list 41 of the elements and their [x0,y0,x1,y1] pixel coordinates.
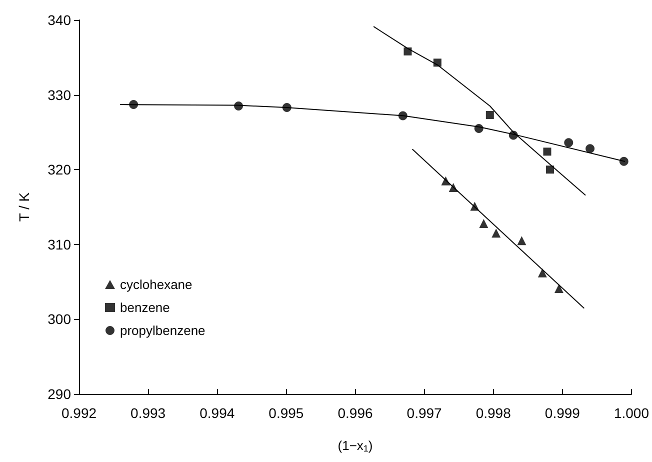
point [538,268,547,278]
point [474,124,484,133]
point [543,148,552,156]
point [129,100,138,110]
x-tick-label: 0.999 [544,405,580,421]
x-tick-label: 0.992 [61,405,97,421]
legend-label: propylbenzene [120,323,206,338]
x-tick-label: 0.997 [406,405,442,421]
x-tick-label: 0.998 [476,405,512,421]
point [564,138,574,148]
point [517,236,526,246]
point [546,166,554,174]
point [479,218,488,228]
point [486,110,494,119]
point [586,144,595,154]
x-tick-label: 0.995 [268,405,304,421]
point [554,284,564,294]
point [282,103,292,112]
y-axis-title: T / K [16,192,32,222]
y-tick-label: 300 [48,311,72,328]
y-tick-label: 320 [48,162,72,178]
point [441,176,450,186]
point [448,183,458,192]
y-tick-label: 290 [48,386,72,402]
x-tick-label: 0.996 [338,405,373,421]
point [404,47,412,56]
point [433,58,442,67]
point [398,111,408,120]
point [508,130,518,140]
y-tick-label: 330 [48,86,72,103]
point [619,156,628,166]
point [492,228,501,238]
point [470,202,480,211]
y-tick-label: 310 [48,236,72,252]
legend-label: benzene [120,300,170,315]
x-tick-label: 0.994 [200,405,235,421]
legend-label: cyclohexane [120,277,192,292]
y-tick-label: 340 [48,12,72,28]
x-tick-label: 1.000 [614,405,650,421]
x-tick-label: 0.993 [130,405,166,421]
point [234,102,244,111]
